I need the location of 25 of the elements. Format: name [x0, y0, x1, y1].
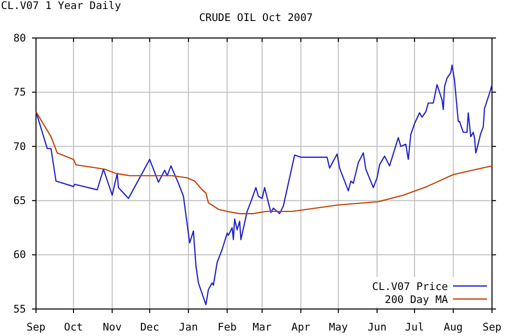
x-tick-label: Sep	[26, 321, 46, 334]
x-tick-label: Jan	[178, 321, 198, 334]
y-tick-label: 65	[13, 194, 26, 207]
y-tick-label: 60	[13, 249, 26, 262]
x-tick-label: Mar	[252, 321, 272, 334]
x-tick-label: Aug	[444, 321, 463, 334]
text: CL.V07 1 Year Daily	[1, 0, 122, 12]
y-tick-label: 75	[13, 86, 26, 99]
x-tick-label: Apr	[291, 321, 310, 334]
x-tick-label: Oct	[64, 321, 83, 334]
y-tick-label: 55	[13, 303, 26, 316]
x-tick-label: Feb	[218, 321, 237, 334]
line-series	[35, 111, 493, 214]
y-tick-label: 80	[13, 32, 26, 44]
x-tick-label: Sep	[482, 321, 502, 334]
x-tick-label: Nov	[102, 321, 122, 334]
line-series	[35, 64, 493, 306]
x-tick-label: Jul	[405, 321, 424, 334]
y-tick-label: 70	[13, 140, 26, 153]
legend-label: CL.V07 Price	[372, 281, 448, 293]
x-tick-label: May	[328, 321, 348, 334]
chart-title: CRUDE OIL Oct 2007	[199, 12, 313, 24]
legend-label: 200 Day MA	[384, 294, 449, 306]
x-tick-label: Jun	[368, 321, 387, 334]
x-tick-label: Dec	[140, 321, 160, 334]
